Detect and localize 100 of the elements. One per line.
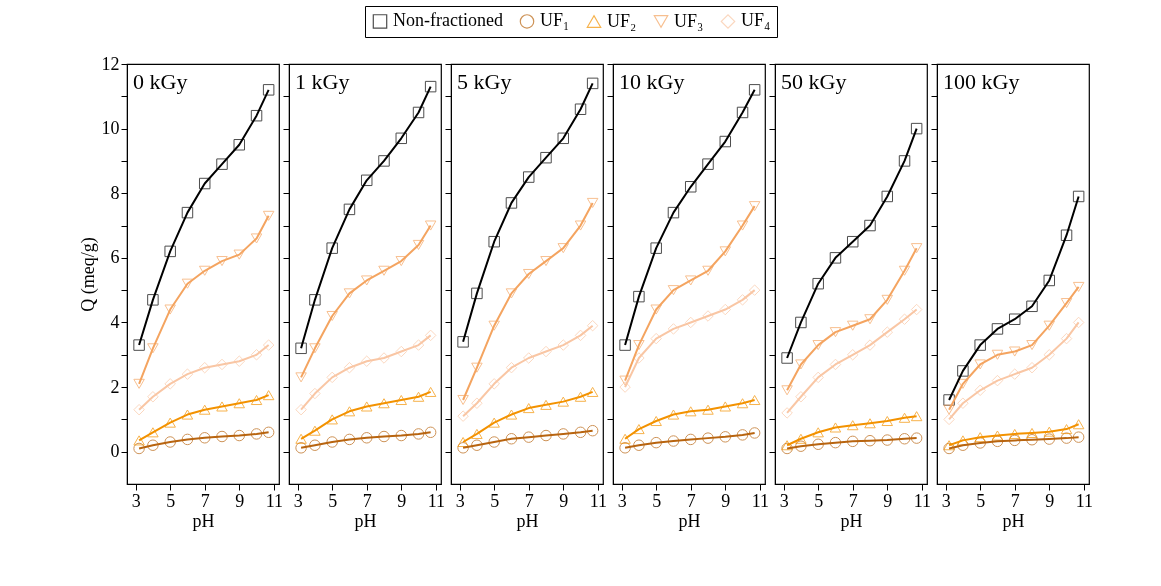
point (684, 406, 697, 417)
point (164, 245, 176, 258)
legend-label: UF₃ (674, 10, 704, 31)
point (736, 106, 749, 119)
point (412, 106, 425, 119)
point (748, 84, 761, 96)
point (957, 378, 969, 389)
x-axis-title: pH (678, 510, 701, 531)
point (864, 219, 876, 232)
point (164, 436, 176, 448)
point (736, 294, 749, 306)
legend-label: UF₄ (741, 10, 771, 31)
point (974, 359, 986, 370)
point (1060, 424, 1073, 435)
point (943, 404, 955, 415)
point (1043, 274, 1056, 287)
point (198, 432, 211, 444)
point (898, 412, 911, 423)
point (262, 84, 275, 96)
point (557, 339, 570, 351)
point (522, 431, 535, 443)
point (974, 432, 986, 443)
x-tick-label: 5 (976, 490, 986, 511)
point (326, 371, 338, 384)
point (846, 349, 859, 361)
point (781, 385, 793, 396)
point (395, 345, 408, 358)
point (395, 256, 408, 267)
x-tick-label: 7 (524, 490, 534, 511)
point (198, 404, 211, 415)
point (424, 386, 437, 397)
point (1043, 426, 1056, 437)
point (488, 417, 500, 428)
point (881, 415, 894, 427)
point (910, 411, 923, 422)
point (795, 359, 807, 370)
point (233, 139, 246, 151)
x-axis-title: pH (192, 510, 215, 531)
point (1060, 229, 1073, 241)
point (667, 206, 680, 219)
x-tick-label: 5 (652, 490, 662, 511)
point (684, 433, 697, 446)
point (522, 268, 535, 280)
point (586, 319, 599, 332)
x-tick-label: 9 (397, 490, 407, 511)
point (343, 361, 356, 374)
point (633, 340, 645, 351)
point (133, 403, 145, 416)
point (233, 355, 246, 367)
y-axis-title: Q (meq/g) (77, 237, 99, 312)
y-tick-label: 8 (110, 182, 120, 203)
point (262, 426, 275, 439)
point (505, 361, 518, 374)
point (991, 323, 1004, 335)
point (898, 433, 911, 445)
point (216, 256, 228, 267)
point (829, 327, 842, 338)
y-tick-label: 4 (110, 311, 120, 332)
point (586, 77, 599, 90)
point (812, 427, 824, 438)
x-tick-label: 9 (235, 490, 245, 511)
point (702, 404, 714, 415)
x-tick-label: 3 (617, 490, 627, 511)
point (164, 304, 176, 315)
point (910, 432, 923, 444)
point (719, 135, 732, 148)
point (684, 275, 697, 286)
point (702, 432, 714, 444)
point (147, 439, 159, 451)
point (812, 340, 824, 351)
point (633, 290, 645, 303)
point (198, 265, 211, 276)
point (557, 396, 570, 407)
point (1026, 361, 1038, 374)
point (1043, 349, 1056, 361)
y-tick-label: 12 (101, 53, 120, 74)
point (505, 409, 518, 420)
point (488, 378, 500, 390)
point (1026, 427, 1038, 438)
point (586, 424, 599, 437)
x-axis-title: pH (840, 510, 863, 531)
x-tick-label: 11 (427, 490, 445, 511)
point (991, 430, 1004, 441)
point (309, 387, 321, 400)
point (881, 294, 894, 305)
point (424, 329, 437, 342)
y-tick-label: 6 (110, 247, 120, 268)
point (846, 320, 859, 331)
point (133, 435, 145, 446)
point (262, 210, 275, 221)
point (702, 158, 714, 170)
point (540, 429, 552, 442)
point (326, 242, 338, 254)
point (133, 442, 145, 455)
point (233, 249, 246, 260)
point (619, 375, 631, 386)
x-tick-label: 3 (131, 490, 141, 511)
point (1072, 419, 1085, 430)
point (378, 398, 390, 409)
point (684, 316, 697, 329)
